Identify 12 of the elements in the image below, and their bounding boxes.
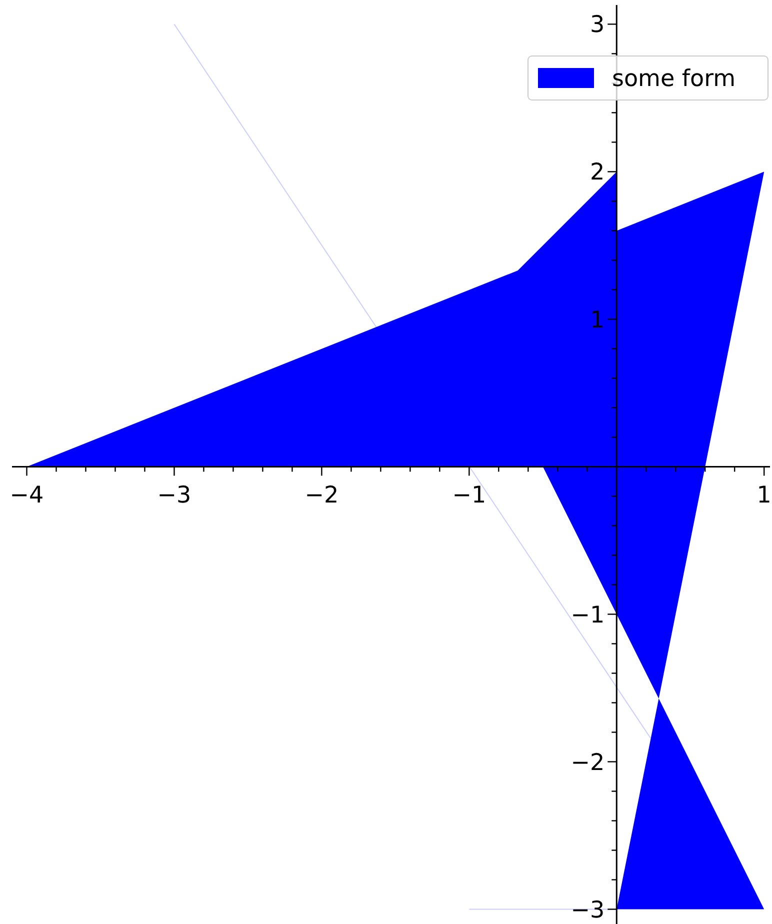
y-tick-label: −3 — [570, 897, 605, 924]
y-tick-label: −1 — [570, 602, 605, 628]
x-tick-label: −4 — [10, 482, 44, 509]
x-tick-label: −3 — [157, 482, 192, 509]
y-tick-label: 2 — [590, 160, 605, 186]
x-tick-label: −1 — [452, 482, 486, 509]
x-tick-label: 1 — [756, 482, 772, 509]
y-tick-label: 3 — [590, 12, 605, 38]
x-tick-label: −2 — [304, 482, 339, 509]
y-tick-label: −2 — [570, 750, 605, 776]
y-tick-label: 1 — [590, 307, 605, 334]
legend-label: some form — [612, 66, 736, 92]
